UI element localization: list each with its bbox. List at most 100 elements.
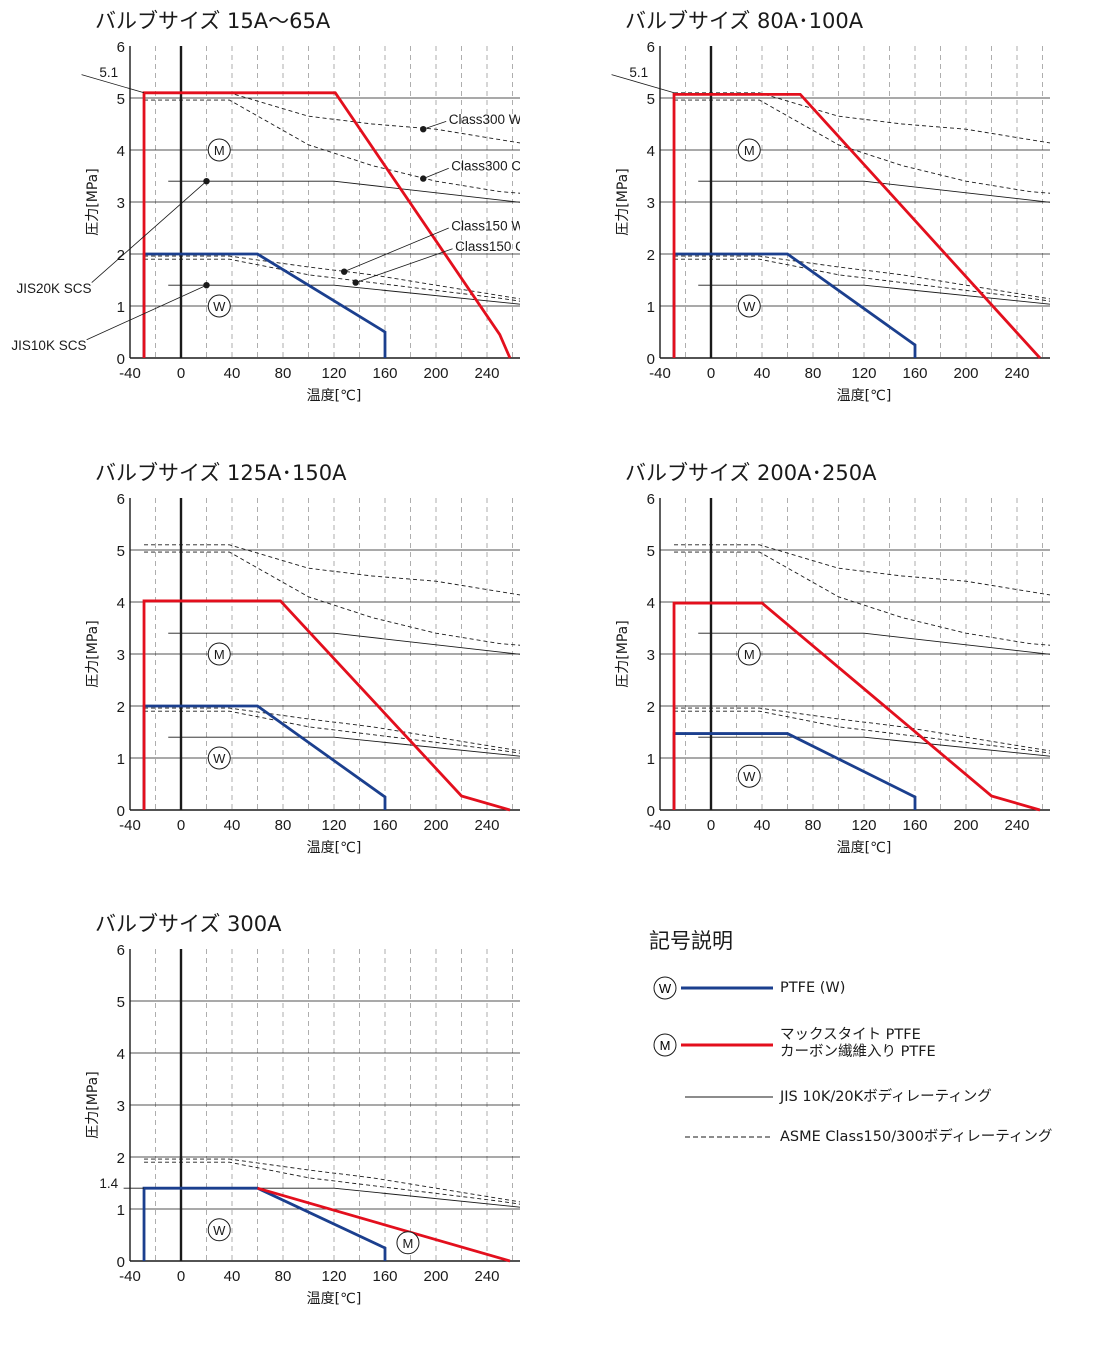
leader-dot (352, 279, 359, 286)
annotation-label: 5.1 (629, 65, 648, 80)
x-tick-label: 0 (177, 365, 185, 382)
x-tick-label: 240 (1004, 817, 1029, 834)
x-tick-label: 200 (423, 365, 448, 382)
series-ptfe-ptfe (257, 1186, 511, 1263)
leader-line (611, 74, 675, 94)
symbol-label: M (744, 647, 755, 662)
x-tick-label: 160 (372, 817, 397, 834)
x-tick-label: 40 (754, 365, 771, 382)
y-tick-label: 6 (117, 491, 125, 508)
x-tick-label: -40 (119, 1268, 141, 1285)
annotation-label: JIS10K SCS (11, 338, 86, 353)
y-tick-label: 5 (117, 91, 125, 108)
chart-plot: 0123456-4004080120160200240280温度[℃]圧力[MP… (611, 39, 1050, 404)
x-tick-label: 160 (902, 365, 927, 382)
leader-line (81, 74, 145, 94)
w-symbol-icon (207, 1218, 231, 1242)
series-class150-cfb (674, 710, 1050, 754)
x-tick-label: 40 (224, 817, 241, 834)
series-ptfe-ptfe (672, 601, 1041, 812)
chart-plot: 0123456-4004080120160200240280温度[℃]圧力[MP… (615, 491, 1050, 856)
symbol-label: M (744, 143, 755, 158)
x-tick-label: 200 (423, 1268, 448, 1285)
y-tick-label: 2 (647, 699, 655, 716)
y-tick-label: 1 (647, 751, 655, 768)
series-class150-cfb (144, 1161, 520, 1205)
series-class150-wcb (674, 255, 1050, 300)
legend-label-maxtight: マックスタイト PTFE (780, 1027, 921, 1043)
leader-line (91, 180, 207, 283)
y-tick-label: 6 (117, 942, 125, 959)
leader-line (344, 227, 449, 273)
m-symbol-icon (207, 642, 231, 666)
leader-line (86, 284, 207, 341)
symbol-label: W (743, 769, 756, 784)
y-tick-label: 3 (647, 647, 655, 664)
y-tick-label: 1 (117, 751, 125, 768)
x-tick-label: 120 (851, 817, 876, 834)
leader-dot (203, 178, 210, 185)
x-tick-label: 40 (754, 817, 771, 834)
y-tick-label: 3 (117, 647, 125, 664)
x-tick-label: 80 (805, 365, 822, 382)
leader-dot (341, 268, 348, 275)
leader-line (423, 121, 447, 130)
y-tick-label: 4 (647, 143, 655, 160)
annotation-label: 1.4 (99, 1176, 118, 1191)
x-axis-label: 温度[℃] (307, 1291, 362, 1307)
x-tick-label: 80 (275, 817, 292, 834)
x-axis-label: 温度[℃] (837, 840, 892, 856)
x-tick-label: 80 (275, 365, 292, 382)
y-tick-label: 4 (117, 1046, 125, 1063)
y-tick-label: 6 (647, 39, 655, 56)
annotation-label: Class300 WCB (449, 112, 520, 127)
series-class300-cfb (674, 99, 1050, 194)
chart-80a-100a: バルブサイズ 80A･100A 0 1 2 3 4 5 6 -40 0 40 80 120 160 200… (530, 5, 1050, 445)
y-tick-label: 0 (647, 803, 655, 820)
chart-title: バルブサイズ 80A･100A (625, 9, 864, 33)
chart-200a-250a: バルブサイズ 200A･250A 0 1 2 3 4 5 6 -40 0 40 80 120 160 20… (530, 457, 1050, 897)
y-tick-label: 4 (117, 143, 125, 160)
x-tick-label: -40 (119, 817, 141, 834)
y-axis-label: 圧力[MPa] (85, 168, 101, 235)
symbol-label: W (213, 1223, 226, 1238)
y-axis-label: 圧力[MPa] (615, 620, 631, 687)
y-tick-label: 0 (117, 1254, 125, 1271)
y-tick-label: 6 (117, 39, 125, 56)
chart-125a-150a: バルブサイズ 125A･150A 0 1 2 3 4 5 6 -40 0 40 80 120 160 20… (0, 457, 520, 897)
symbol-label: M (214, 647, 225, 662)
x-tick-label: 120 (321, 1268, 346, 1285)
y-tick-label: 0 (117, 803, 125, 820)
x-axis-label: 温度[℃] (837, 388, 892, 404)
leader-line (355, 248, 453, 283)
series-class150-cfb (674, 258, 1050, 302)
series-class150-cfb (144, 258, 520, 302)
y-tick-label: 6 (647, 491, 655, 508)
series-class150-wcb (144, 1158, 520, 1203)
series-ptfe-ptfe (142, 91, 512, 359)
annotation-label: JIS20K SCS (17, 281, 92, 296)
x-tick-label: 200 (953, 817, 978, 834)
y-tick-label: 4 (117, 595, 125, 612)
x-tick-label: -40 (119, 365, 141, 382)
y-tick-label: 2 (117, 699, 125, 716)
x-tick-label: 240 (474, 365, 499, 382)
m-symbol-icon (207, 138, 231, 162)
w-symbol-icon (737, 294, 761, 318)
series-class150-wcb (144, 707, 520, 752)
legend-swatches: W M (653, 976, 773, 1138)
x-tick-label: 0 (707, 817, 715, 834)
annotation-label: Class300 CFB (451, 159, 520, 174)
chart-300a: バルブサイズ 300A 0123456-40040801201602002402… (0, 908, 520, 1348)
y-tick-label: 1 (117, 299, 125, 316)
legend-swatch-ptfe: W (653, 976, 773, 1000)
symbol-label: W (743, 299, 756, 314)
w-symbol-icon (207, 294, 231, 318)
x-tick-label: 80 (275, 1268, 292, 1285)
legend-title: 記号説明 (649, 929, 733, 953)
x-tick-label: 0 (177, 817, 185, 834)
series-class300-wcb (144, 544, 520, 596)
leader-dot (203, 282, 210, 289)
series-class300-wcb (674, 92, 1050, 144)
chart-title: バルブサイズ 15A〜65A (95, 9, 331, 33)
